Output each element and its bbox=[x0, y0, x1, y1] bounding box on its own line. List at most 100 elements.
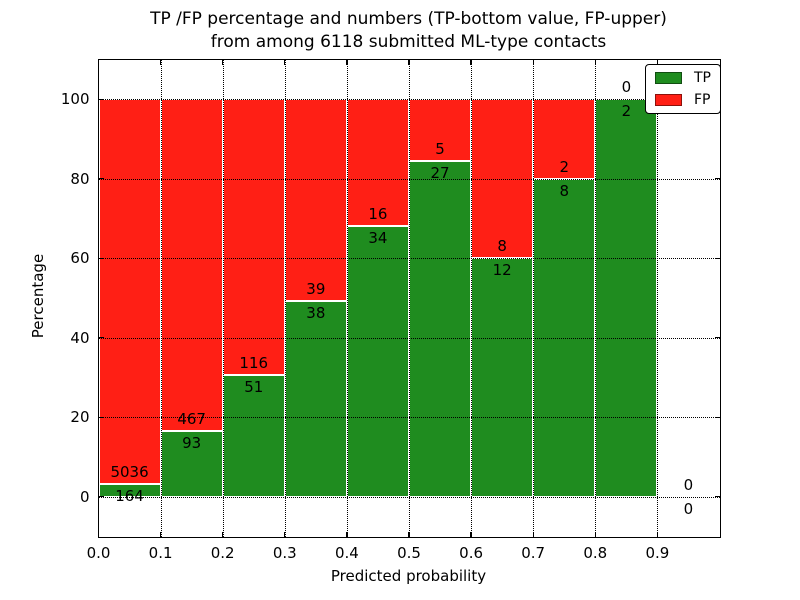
x-tick-mark bbox=[346, 59, 348, 65]
bar-segment-fp bbox=[346, 99, 409, 227]
tp-count-label: 38 bbox=[306, 303, 326, 322]
x-tick-mark bbox=[346, 531, 348, 537]
x-tick-mark bbox=[532, 59, 534, 65]
y-tick-mark bbox=[98, 496, 104, 498]
y-tick-mark bbox=[98, 416, 104, 418]
x-tick-label: 0.4 bbox=[334, 543, 359, 562]
legend-label-fp: FP bbox=[694, 92, 711, 108]
y-tick-label: 0 bbox=[79, 487, 90, 506]
x-tick-mark bbox=[656, 531, 659, 537]
fp-count-label: 5036 bbox=[110, 463, 149, 482]
plot-area: 5036 164 467 93 116 51 39 38 16 34 5 27 8 12 2 8 0 2 0 0 0.0… bbox=[61, 58, 721, 562]
v-gridline bbox=[533, 59, 535, 537]
y-tick-label: 60 bbox=[70, 249, 90, 268]
bar-segment-fp bbox=[533, 99, 596, 179]
chart-title-line1: TP /FP percentage and numbers (TP-bottom… bbox=[150, 9, 667, 29]
bar-segment-tp bbox=[284, 300, 347, 497]
legend-entry-fp: FP bbox=[655, 93, 711, 107]
tp-count-label: 164 bbox=[115, 487, 144, 506]
chart-title-line2: from among 6118 submitted ML-type contac… bbox=[210, 32, 607, 52]
x-tick-label: 0.8 bbox=[583, 543, 608, 562]
v-gridline bbox=[409, 59, 410, 537]
bar-segment-tp bbox=[595, 99, 658, 497]
fp-count-label: 116 bbox=[239, 354, 269, 373]
x-tick-label: 0.9 bbox=[645, 543, 670, 562]
legend-entry-tp: TP bbox=[655, 71, 711, 85]
x-tick-mark bbox=[532, 531, 534, 537]
x-tick-label: 0.6 bbox=[459, 543, 484, 562]
v-gridline bbox=[222, 59, 224, 537]
fp-count-label: 16 bbox=[368, 205, 388, 224]
x-tick-label: 0.5 bbox=[397, 543, 421, 562]
y-tick-mark bbox=[714, 257, 720, 259]
x-tick-mark bbox=[159, 59, 162, 65]
y-tick-mark bbox=[98, 257, 104, 259]
x-tick-mark bbox=[656, 59, 659, 65]
bar-segment-fp bbox=[98, 99, 161, 485]
y-tick-mark bbox=[714, 496, 720, 498]
tp-count-label: 93 bbox=[182, 433, 202, 452]
y-tick-label: 40 bbox=[70, 328, 90, 347]
tp-count-label: 0 bbox=[683, 499, 694, 518]
fp-count-label: 39 bbox=[306, 279, 326, 298]
bar-segment-tp bbox=[160, 430, 223, 497]
x-tick-mark bbox=[97, 531, 100, 537]
y-tick-label: 20 bbox=[70, 408, 90, 427]
tp-count-label: 51 bbox=[244, 378, 264, 397]
v-gridline bbox=[284, 59, 286, 537]
x-tick-mark bbox=[470, 531, 472, 537]
x-tick-mark bbox=[284, 531, 286, 537]
x-tick-mark bbox=[470, 59, 472, 65]
fp-legend-swatch-icon bbox=[655, 94, 682, 106]
x-tick-mark bbox=[222, 59, 224, 65]
x-tick-label: 0.1 bbox=[148, 543, 173, 562]
legend: TP FP bbox=[645, 64, 721, 114]
fp-count-label: 0 bbox=[683, 475, 694, 494]
fp-count-label: 467 bbox=[177, 409, 206, 428]
x-tick-mark bbox=[408, 531, 410, 537]
bar-segment-tp bbox=[409, 161, 472, 497]
legend-label-tp: TP bbox=[694, 70, 711, 86]
x-tick-label: 0.3 bbox=[272, 543, 297, 562]
x-axis-label: Predicted probability bbox=[330, 567, 487, 585]
x-tick-mark bbox=[408, 59, 410, 65]
chart-title: TP /FP percentage and numbers (TP-bottom… bbox=[98, 8, 719, 54]
x-tick-label: 0.2 bbox=[210, 543, 235, 562]
y-tick-label: 80 bbox=[70, 169, 90, 188]
y-tick-mark bbox=[714, 178, 720, 180]
x-tick-label: 0.0 bbox=[86, 543, 111, 562]
tp-count-label: 12 bbox=[492, 261, 512, 280]
x-tick-label: 0.7 bbox=[521, 543, 546, 562]
fp-count-label: 5 bbox=[435, 140, 445, 159]
tp-count-label: 34 bbox=[368, 229, 388, 248]
bar-segment-fp bbox=[284, 99, 347, 301]
y-axis-label: Percentage bbox=[29, 253, 47, 339]
y-tick-mark bbox=[714, 416, 720, 418]
bar-segment-fp bbox=[222, 99, 285, 376]
v-gridline bbox=[595, 59, 597, 537]
v-gridline bbox=[346, 59, 348, 537]
x-tick-mark bbox=[222, 531, 224, 537]
v-gridline bbox=[471, 59, 473, 537]
fp-count-label: 0 bbox=[621, 78, 632, 97]
x-tick-mark bbox=[594, 59, 596, 65]
x-tick-mark bbox=[97, 59, 100, 65]
bar-segment-tp bbox=[471, 258, 534, 497]
v-gridline bbox=[160, 59, 162, 537]
x-tick-mark bbox=[284, 59, 286, 65]
bar-segment-tp bbox=[98, 484, 161, 497]
tp-count-label: 2 bbox=[621, 102, 632, 121]
y-tick-mark bbox=[714, 337, 720, 339]
v-gridline bbox=[657, 59, 659, 537]
y-tick-label: 100 bbox=[60, 90, 90, 109]
fp-count-label: 2 bbox=[559, 157, 570, 176]
bar-segment-fp bbox=[160, 99, 223, 431]
y-tick-mark bbox=[98, 98, 104, 100]
x-tick-mark bbox=[594, 531, 596, 537]
tp-count-label: 8 bbox=[559, 181, 570, 200]
y-tick-mark bbox=[98, 337, 104, 339]
fp-count-label: 8 bbox=[497, 237, 507, 256]
x-tick-mark bbox=[159, 531, 162, 537]
bar-segment-tp bbox=[222, 375, 285, 497]
